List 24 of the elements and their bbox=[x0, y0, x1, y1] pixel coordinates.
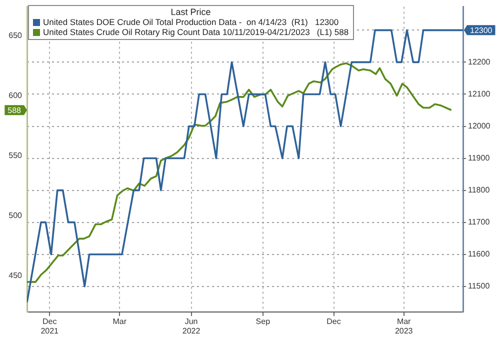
x-tick-label: Jun 2022 bbox=[182, 317, 201, 336]
y2-tick-label: 11900 bbox=[468, 153, 490, 162]
x-tick-label: Dec bbox=[326, 317, 341, 326]
y2-tick-label: 12100 bbox=[468, 89, 491, 98]
legend-title: Last Price bbox=[170, 6, 212, 17]
y-tick-label: 450 bbox=[8, 271, 23, 280]
text: 588 bbox=[8, 106, 22, 115]
x-tick-label: Mar 2023 bbox=[394, 317, 414, 336]
y-tick-label: 550 bbox=[8, 151, 23, 160]
y2-tick-label: 11500 bbox=[468, 282, 490, 291]
y-tick-label: 650 bbox=[8, 30, 23, 40]
y2-tick-label: 12200 bbox=[468, 57, 491, 66]
x-tick-label: Sep bbox=[256, 317, 271, 326]
y2-tick-label: 11700 bbox=[468, 218, 490, 227]
y2-tick-label: 11800 bbox=[468, 186, 490, 195]
y-tick-label: 500 bbox=[8, 211, 23, 220]
legend-label: United States Crude Oil Rotary Rig Count Data 10/11/2019-04/21/2023 (L1) 588 bbox=[43, 26, 349, 37]
x-tick-label: Mar bbox=[112, 317, 127, 326]
legend-label: United States DOE Crude Oil Total Production Data - on 4/14/23 (R1) 12300 bbox=[43, 16, 339, 27]
y2-tick-label: 12000 bbox=[468, 121, 491, 130]
x-tick-label: Dec 2021 bbox=[40, 317, 60, 336]
y-tick-label: 600 bbox=[8, 90, 23, 100]
y2-tick-label: 11600 bbox=[468, 250, 490, 259]
text: 12300 bbox=[470, 26, 493, 35]
